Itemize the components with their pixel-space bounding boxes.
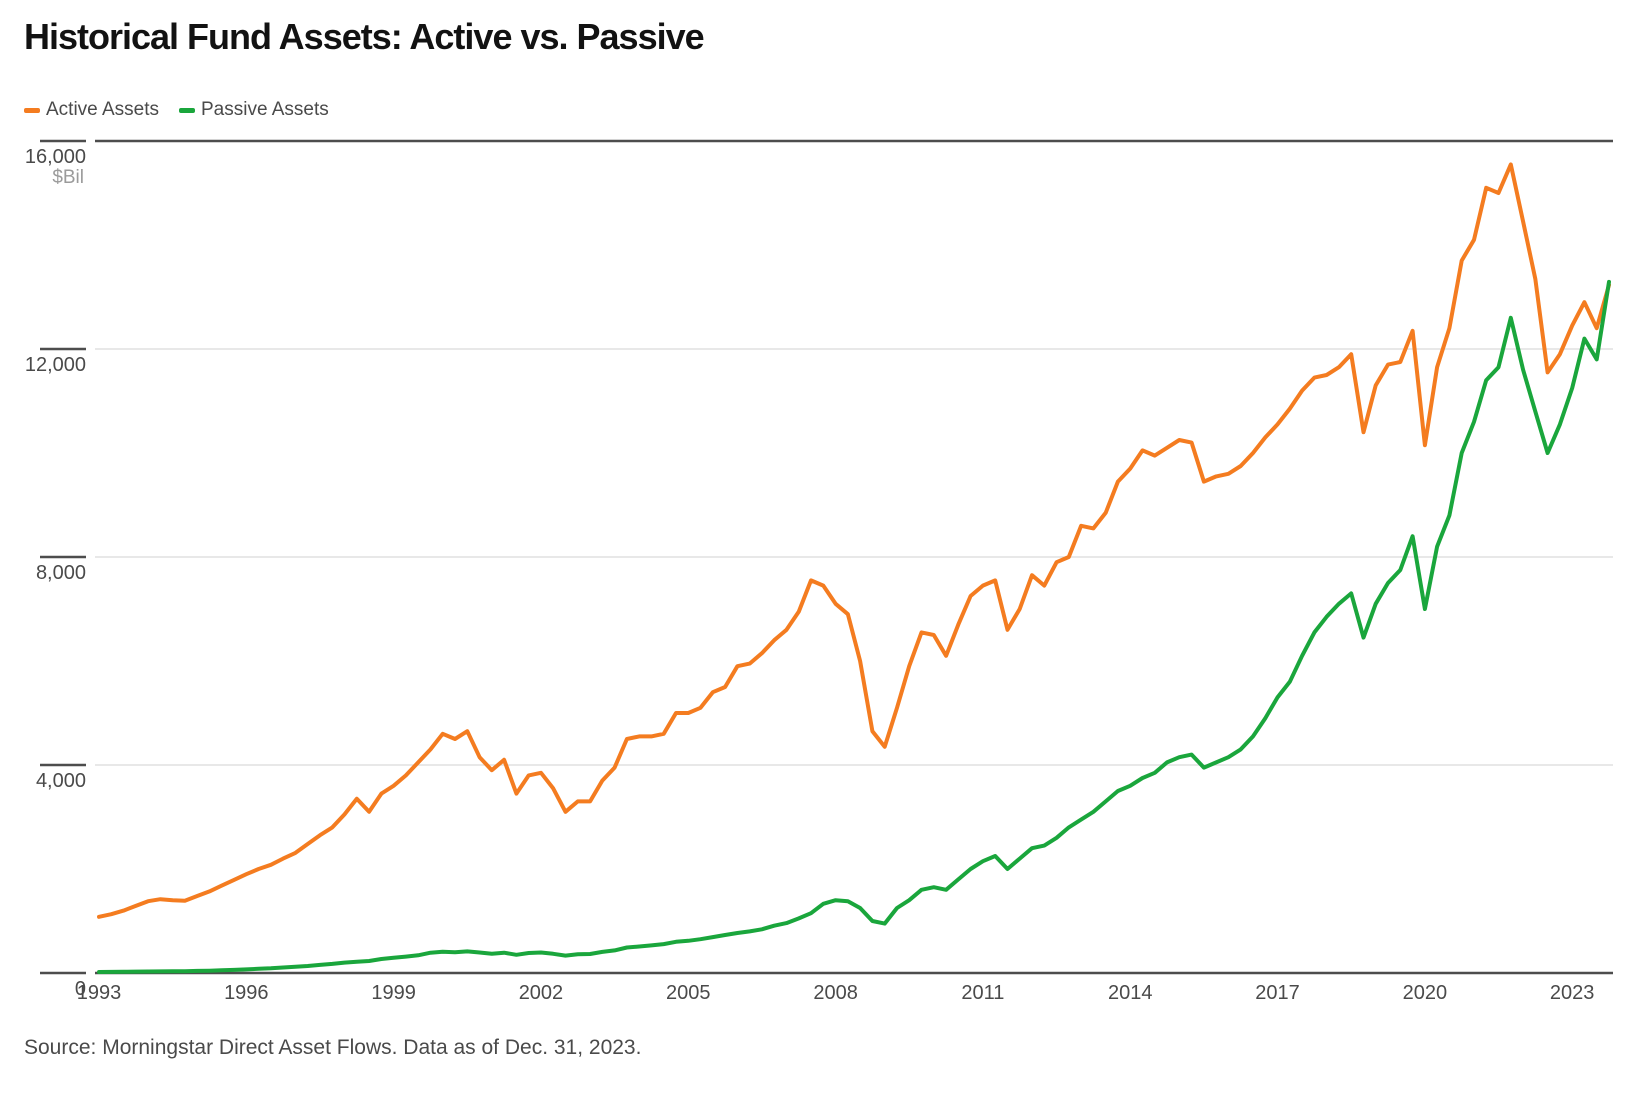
x-axis-label: 2002 [518,982,564,1004]
x-axis-label: 1993 [76,982,122,1004]
y-axis-unit-label: $Bil [52,167,84,188]
x-axis-label: 1999 [371,982,416,1004]
legend-label-passive: Passive Assets [201,99,329,120]
x-axis-label: 2014 [1107,982,1153,1004]
y-axis-label: 0 [74,978,86,1000]
y-axis-label: 12,000 [24,354,86,376]
legend-item-active: Active Assets [24,99,159,121]
legend-item-passive: Passive Assets [179,99,329,121]
y-axis-label: 8,000 [35,562,86,584]
source-note: Source: Morningstar Direct Asset Flows. … [24,1036,642,1059]
legend-label-active: Active Assets [46,99,159,120]
chart-title: Historical Fund Assets: Active vs. Passi… [24,16,705,57]
y-axis-label: 4,000 [35,770,86,792]
passive-assets-line [97,279,1611,974]
x-axis-label: 1996 [224,982,269,1004]
passive-series-swatch-icon [179,107,195,113]
x-axis-label: 2005 [666,982,711,1004]
x-axis-label: 2008 [813,982,858,1004]
x-axis-label: 2011 [961,982,1005,1004]
x-axis-label: 2020 [1402,982,1448,1004]
active-assets-line [97,162,1611,919]
chart-legend: Active Assets Passive Assets [24,99,329,121]
x-axis-label: 2017 [1255,982,1300,1004]
y-axis-label: 16,000 [24,146,86,168]
x-axis-label: 2023 [1549,982,1595,1004]
active-series-swatch-icon [24,107,40,113]
